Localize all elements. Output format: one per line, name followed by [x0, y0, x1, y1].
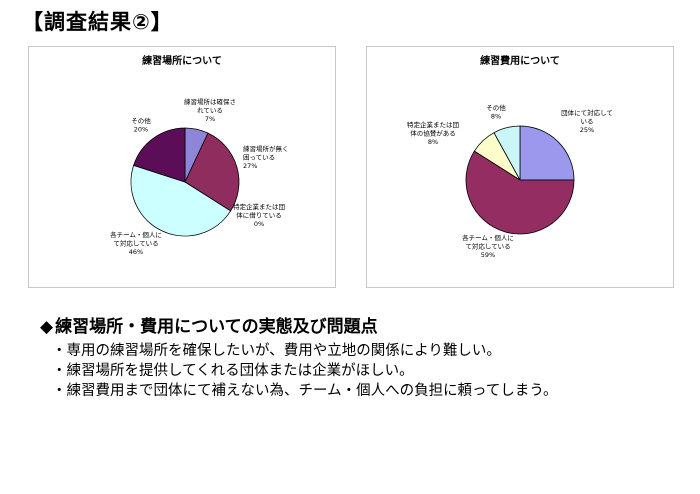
- slice-label: 特定企業または団体に借りている 0%: [233, 202, 285, 228]
- pie-slice: [133, 127, 186, 183]
- pie-slice: [184, 132, 240, 212]
- pie-chart-svg-location: 練習場所について 練習場所は確保されている 7% 練習場所が無く困っている 27% 特定…: [110, 54, 289, 256]
- summary-section: ◆ 練習場所・費用についての実態及び問題点 ・専用の練習場所を確保したいが、費用や…: [40, 312, 680, 401]
- slice-label: 練習場所が無く困っている 27%: [243, 144, 289, 170]
- slice-label: 各チーム・個人にて対応している 59%: [462, 233, 514, 259]
- summary-heading: ◆ 練習場所・費用についての実態及び問題点: [40, 312, 680, 337]
- slice-label: その他 20%: [131, 116, 151, 134]
- page-title: 【調査結果②】: [22, 10, 173, 34]
- slice-label: その他 8%: [486, 103, 506, 121]
- diamond-bullet-icon: ◆: [40, 317, 54, 337]
- slice-label: 特定企業または団体の協賛がある 8%: [407, 120, 459, 146]
- chart-title: 練習費用について: [480, 54, 560, 67]
- pie-slice: [519, 125, 575, 181]
- summary-heading-text: 練習場所・費用についての実態及び問題点: [55, 317, 378, 337]
- pie-slice: [465, 150, 575, 235]
- summary-bullet: ・練習費用まで団体にて補えない為、チーム・個人への負担に頼ってしまう。: [52, 383, 558, 399]
- slice-label: 各チーム・個人にて対応している 46%: [110, 230, 162, 256]
- summary-bullet: ・練習場所を提供してくれる団体または企業がほしい。: [52, 363, 414, 379]
- pie-slice: [493, 125, 521, 181]
- slice-label: 団体にて対応している 25%: [561, 108, 613, 134]
- pie-chart-practice-location: 練習場所について 練習場所は確保されている 7% 練習場所が無く困っている 27% 特定…: [28, 46, 336, 288]
- slice-label: 練習場所は確保されている 7%: [184, 97, 236, 123]
- pie-chart-svg-cost: 練習費用について 団体にて対応している 25% 各チーム・個人にて対応している 59%…: [407, 54, 613, 259]
- summary-bullet: ・専用の練習場所を確保したいが、費用や立地の関係により難しい。: [52, 343, 501, 359]
- pie-slice: [130, 164, 232, 237]
- chart-title: 練習場所について: [142, 54, 222, 67]
- pie-chart-practice-cost: 練習費用について 団体にて対応している 25% 各チーム・個人にて対応している 59%…: [366, 46, 674, 288]
